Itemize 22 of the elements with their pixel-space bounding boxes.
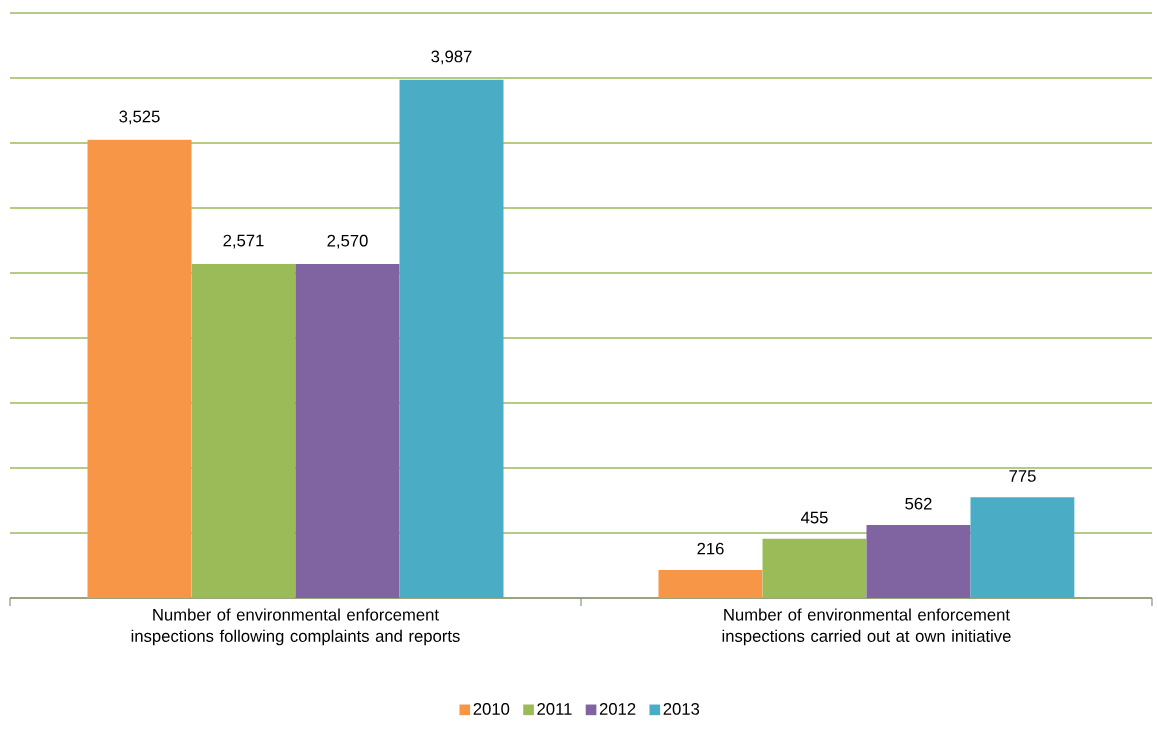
bar [191,263,296,598]
legend-label: 2011 [537,703,572,715]
bar [295,263,400,598]
data-label: 3,987 [431,50,472,65]
data-label: 3,525 [119,110,160,125]
legend-label: 2010 [473,703,510,715]
bar [399,79,504,598]
bar [866,524,971,598]
bar [658,569,763,598]
data-label: 775 [1009,470,1036,482]
legend-label: 2013 [663,703,700,715]
data-label: 216 [697,542,724,555]
data-label: 2,571 [223,234,264,249]
data-label: 455 [800,511,828,524]
bar [87,139,192,598]
bar [762,538,867,598]
x-tick-label: Number of environmental enforcement inspections carried out at own initiative [722,608,1011,646]
data-label: 562 [905,497,932,510]
bar [970,497,1075,598]
x-tick-label: Number of environmental enforcement inspections following complaints and reports [131,608,460,646]
legend-label: 2012 [599,703,636,715]
data-label: 2,570 [327,234,368,249]
